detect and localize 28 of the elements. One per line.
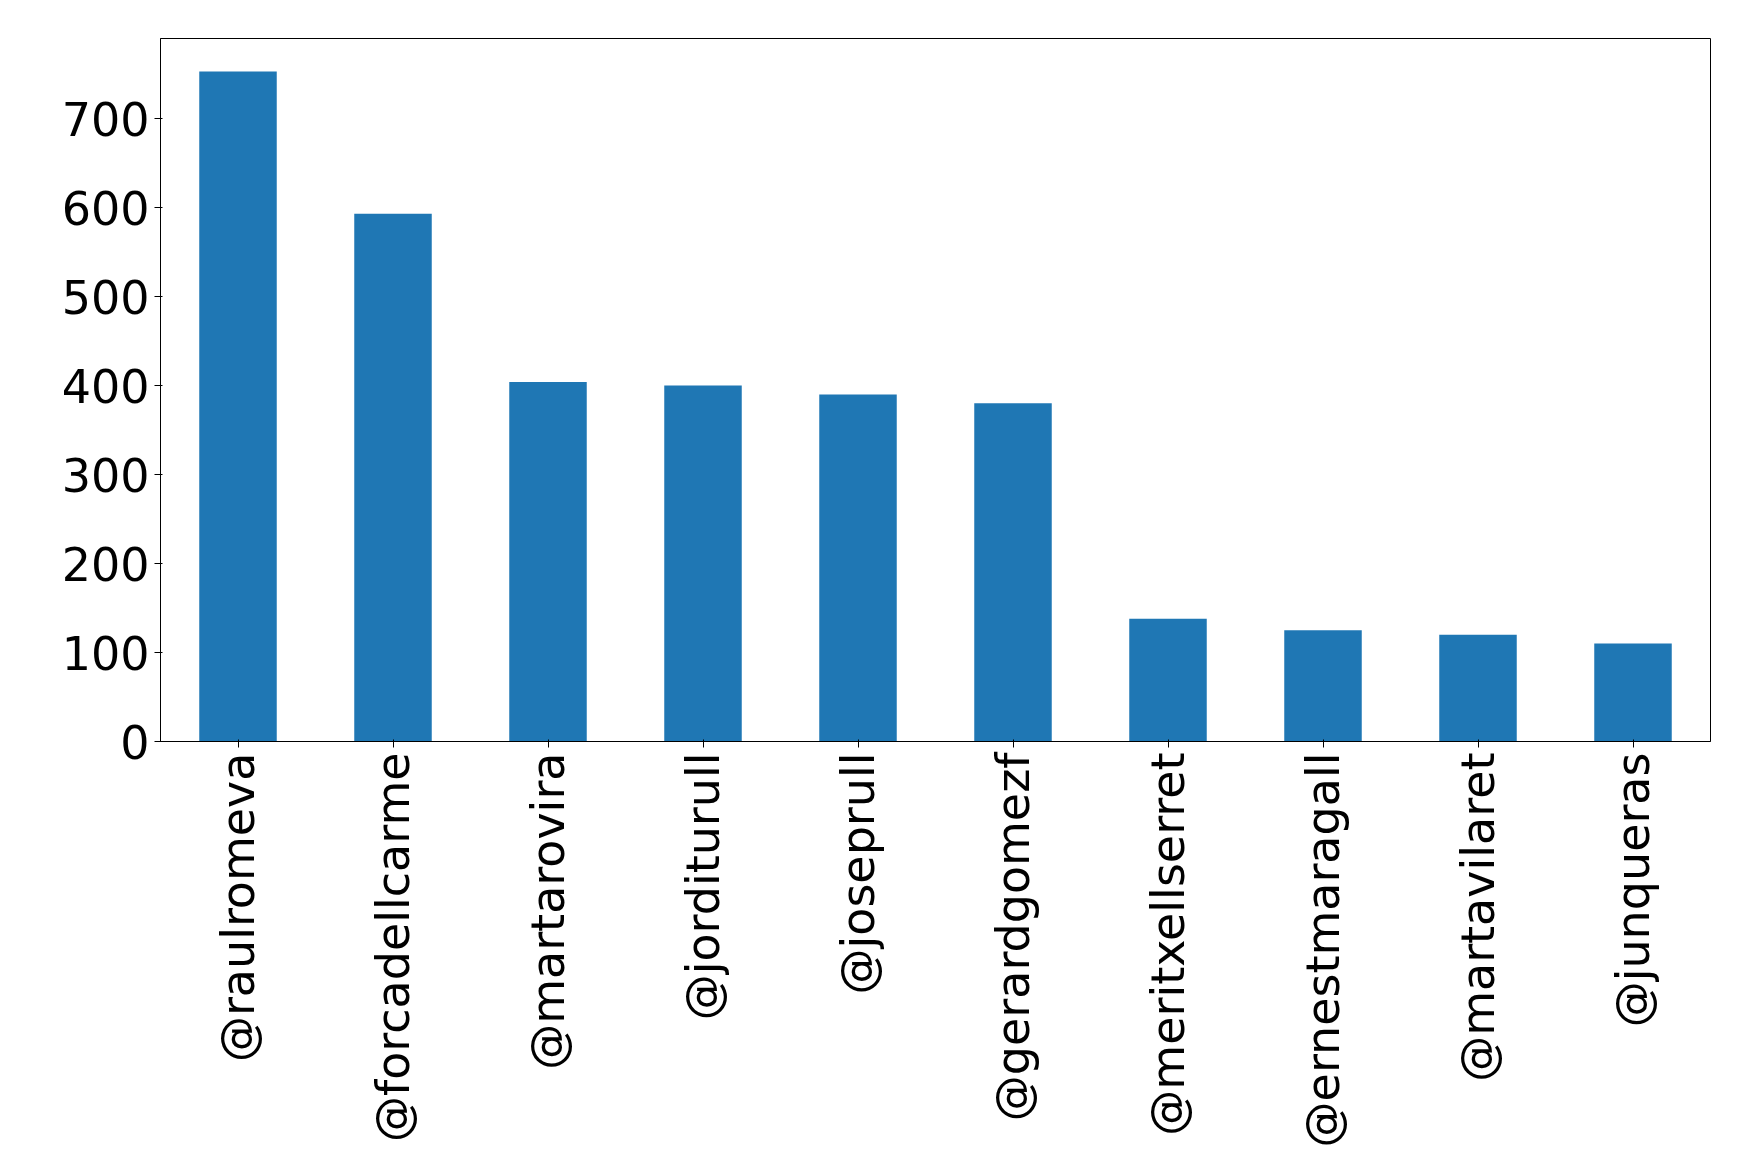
- x-tick-label: @junqueras: [1606, 752, 1660, 1028]
- x-tick-label: @joseprull: [831, 752, 885, 995]
- bar: [819, 394, 897, 742]
- x-tick-label: @martavilaret: [1451, 752, 1505, 1082]
- x-tick-label: @martarovira: [521, 752, 575, 1070]
- bar: [974, 403, 1052, 742]
- bar: [199, 71, 277, 742]
- bar: [509, 381, 587, 742]
- bar: [1129, 618, 1207, 742]
- x-tick-label: @forcadellcarme: [366, 752, 420, 1142]
- y-tick-label: 300: [61, 448, 150, 503]
- x-tick-label: @ernestmaragall: [1296, 752, 1350, 1148]
- x-tick-label: @jorditurull: [676, 752, 730, 1021]
- x-tick-label: @meritxellserret: [1141, 752, 1195, 1136]
- bar: [1439, 634, 1517, 742]
- x-tick-label: @raulromeva: [211, 752, 265, 1063]
- bar: [664, 385, 742, 742]
- y-tick-label: 700: [61, 92, 150, 147]
- y-tick-label: 600: [61, 181, 150, 236]
- y-tick-label: 500: [61, 270, 150, 325]
- y-tick-label: 400: [61, 359, 150, 414]
- bar: [1284, 630, 1362, 742]
- y-tick-label: 200: [61, 537, 150, 592]
- x-tick-label: @gerardgomezf: [986, 750, 1040, 1122]
- bar: [1594, 643, 1672, 742]
- y-tick-label: 0: [120, 715, 150, 770]
- y-tick-label: 100: [61, 626, 150, 681]
- bar: [354, 213, 432, 742]
